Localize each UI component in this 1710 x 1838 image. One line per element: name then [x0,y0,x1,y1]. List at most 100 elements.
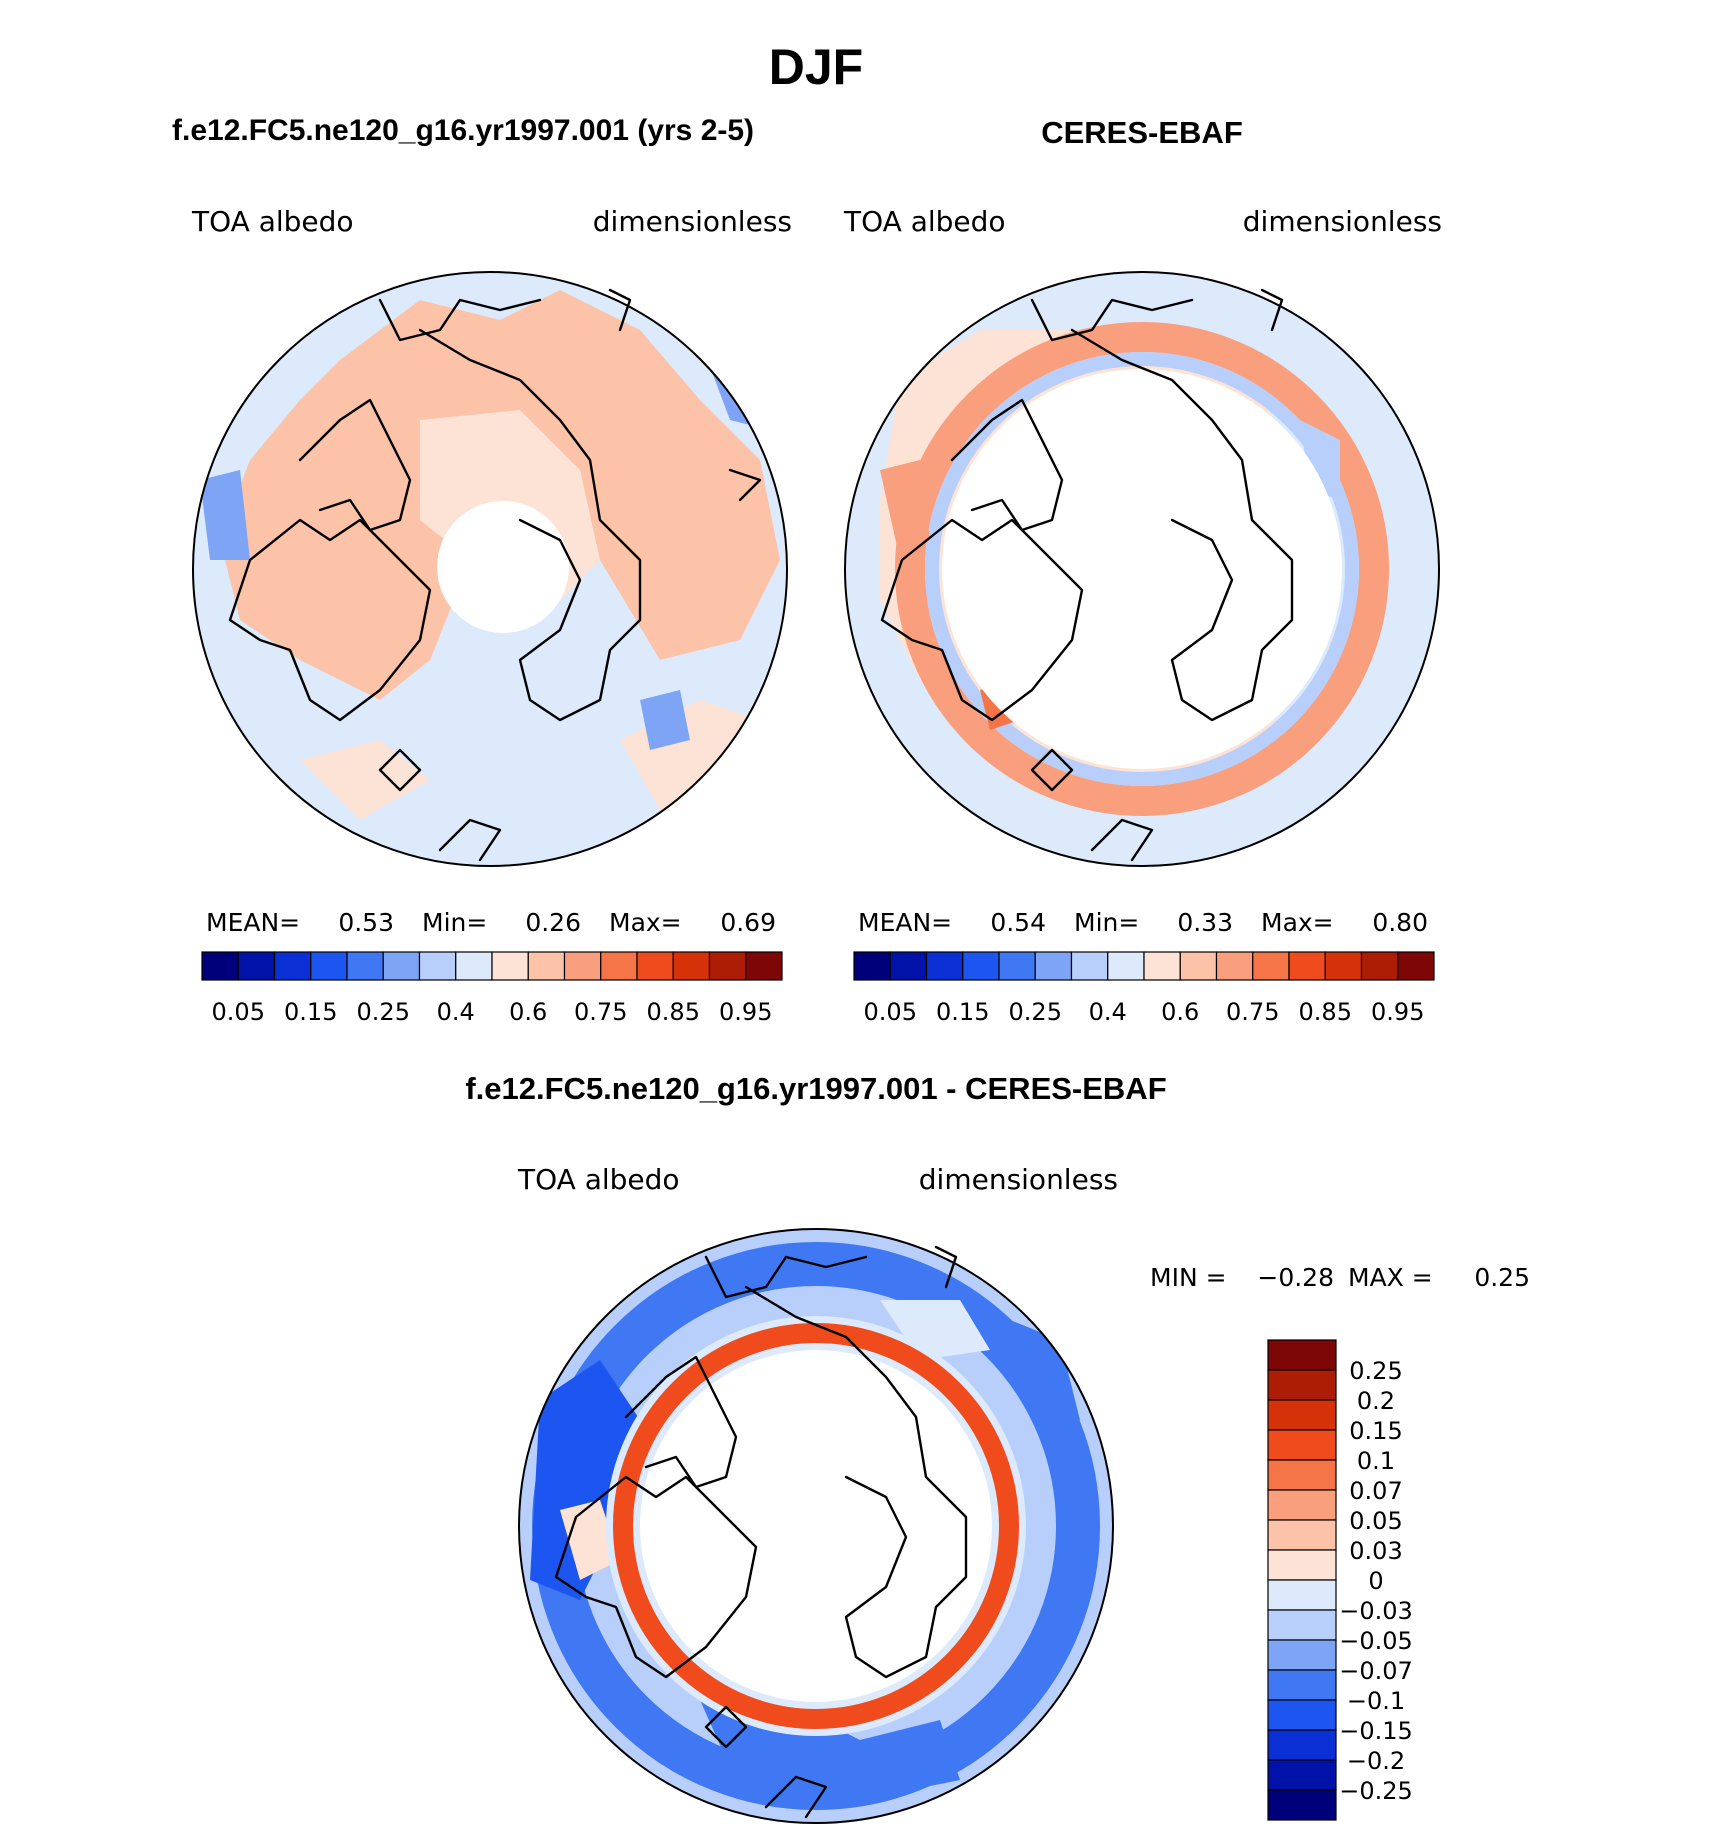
diff-colorbar-tick-label: −0.05 [1339,1627,1413,1655]
obs-colorbar-box [1107,951,1145,981]
diff-colorbar-box [1267,1489,1337,1521]
obs-max-value: 0.80 [1372,908,1428,937]
diff-colorbar-tick-label: −0.1 [1347,1687,1405,1715]
diff-colorbar-box [1267,1639,1337,1671]
diff-colorbar-tick-label: −0.07 [1339,1657,1413,1685]
model-colorbar-tick-label: 0.85 [647,998,700,1026]
model-colorbar-box [708,951,747,981]
model-colorbar-box [636,951,674,981]
diff-panel-title: f.e12.FC5.ne120_g16.yr1997.001 - CERES-E… [465,1071,1166,1106]
model-min-value: 0.26 [525,908,581,937]
model-panel-title: f.e12.FC5.ne120_g16.yr1997.001 (yrs 2-5) [172,114,754,147]
obs-colorbar-box [998,951,1036,981]
obs-colorbar-box [1179,951,1218,981]
obs-variable-label: TOA albedo [843,205,1006,238]
diff-colorbar-tick-label: 0.15 [1349,1417,1402,1445]
model-stats: MEAN= 0.53 Min= 0.26 Max= 0.69 [206,908,776,937]
obs-colorbar-box [853,951,891,981]
obs-colorbar-box [925,951,964,981]
model-colorbar-tick-label: 0.25 [357,998,410,1026]
diff-colorbar-box [1267,1699,1337,1731]
model-colorbar-tick-label: 0.95 [719,998,772,1026]
obs-colorbar-box [1324,951,1363,981]
model-colorbar-tick-label: 0.15 [284,998,337,1026]
model-colorbar-box [672,951,711,981]
model-colorbar-box [382,951,421,981]
obs-colorbar-box [1360,951,1399,981]
diff-colorbar-tick-label: 0.07 [1349,1477,1402,1505]
page-title: DJF [769,39,863,95]
model-max-value: 0.69 [720,908,776,937]
model-colorbar-box [563,951,602,981]
obs-colorbar-box [962,951,1000,981]
diff-variable-label: TOA albedo [517,1163,680,1196]
diff-colorbar-box [1267,1519,1337,1551]
model-colorbar-tick-label: 0.6 [509,998,547,1026]
obs-colorbar-box [1397,951,1435,981]
obs-colorbar-tick-label: 0.85 [1299,998,1352,1026]
diff-colorbar-box [1267,1579,1337,1611]
model-colorbar-box [455,951,493,981]
model-colorbar-box [527,951,566,981]
obs-mean-value: 0.54 [990,908,1046,937]
obs-colorbar-box [1215,951,1254,981]
obs-colorbar-box [889,951,928,981]
model-colorbar-box [310,951,348,981]
obs-colorbar-tick-label: 0.25 [1009,998,1062,1026]
diff-colorbar-box [1267,1789,1337,1821]
obs-stats: MEAN= 0.54 Min= 0.33 Max= 0.80 [858,908,1428,937]
obs-colorbar-box [1252,951,1290,981]
obs-units-label: dimensionless [1243,205,1442,238]
diff-colorbar-box [1267,1399,1337,1431]
diff-colorbar-tick-label: 0.1 [1357,1447,1395,1475]
obs-min-label: Min= [1074,908,1139,937]
diff-polar-map [518,1228,1114,1824]
obs-colorbar-tick-label: 0.4 [1089,998,1127,1026]
obs-min-value: 0.33 [1177,908,1233,937]
model-colorbar-box [491,951,529,981]
diff-colorbar-box [1267,1759,1337,1791]
diff-colorbar-box [1267,1429,1337,1461]
diff-min-value: −0.28 [1257,1263,1334,1292]
diff-colorbar-box [1267,1459,1337,1491]
model-colorbar-box [745,951,783,981]
model-colorbar-tick-label: 0.4 [437,998,475,1026]
diff-colorbar-box [1267,1369,1337,1401]
obs-colorbar-tick-label: 0.05 [864,998,917,1026]
obs-coastlines [880,288,1294,862]
diff-colorbar-tick-label: 0.2 [1357,1387,1395,1415]
obs-polar-map [844,271,1440,867]
diff-colorbar-tick-label: −0.2 [1347,1747,1405,1775]
model-min-label: Min= [422,908,487,937]
model-colorbar-tick-label: 0.75 [574,998,627,1026]
diff-colorbar: 0.250.20.150.10.070.050.030−0.03−0.05−0.… [1267,1339,1413,1821]
model-mean-label: MEAN= [206,908,300,937]
model-colorbar-box [273,951,312,981]
obs-panel-title: CERES-EBAF [1041,115,1243,150]
diff-min-label: MIN = [1150,1263,1227,1292]
diff-max-value: 0.25 [1474,1263,1530,1292]
obs-colorbar-tick-label: 0.95 [1371,998,1424,1026]
obs-mean-label: MEAN= [858,908,952,937]
diff-colorbar-tick-label: −0.03 [1339,1597,1413,1625]
diff-max-label: MAX = [1348,1263,1433,1292]
diff-colorbar-tick-label: −0.15 [1339,1717,1413,1745]
model-coastlines [228,288,762,862]
diff-units-label: dimensionless [919,1163,1118,1196]
model-variable-label: TOA albedo [191,205,354,238]
model-mean-value: 0.53 [338,908,394,937]
diff-colorbar-box [1267,1339,1337,1371]
model-colorbar-tick-label: 0.05 [212,998,265,1026]
model-colorbar-box [201,951,239,981]
obs-colorbar-tick-label: 0.6 [1161,998,1199,1026]
model-polar-map [192,271,788,867]
obs-colorbar-tick-label: 0.75 [1226,998,1279,1026]
diff-colorbar-tick-label: 0.05 [1349,1507,1402,1535]
diff-colorbar-box [1267,1729,1337,1761]
obs-colorbar-tick-label: 0.15 [936,998,989,1026]
diff-colorbar-box [1267,1609,1337,1641]
diff-colorbar-box [1267,1669,1337,1701]
diff-stats: MIN = −0.28 MAX = 0.25 [1150,1263,1530,1292]
model-max-label: Max= [609,908,682,937]
